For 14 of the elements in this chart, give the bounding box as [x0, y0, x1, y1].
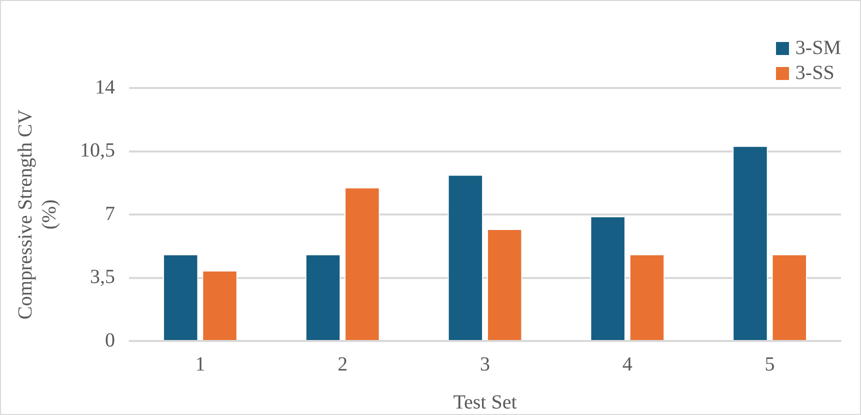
y-tick-label: 10,5: [80, 140, 115, 162]
y-axis-title: Compressive Strength CV (%): [14, 108, 60, 320]
x-tick-label: 5: [764, 353, 775, 376]
legend-label: 3-SM: [795, 37, 841, 60]
y-tick-label: 3,5: [90, 266, 115, 288]
x-tick-label: 3: [480, 353, 490, 376]
x-tick-label: 2: [338, 353, 348, 376]
x-tick-label: 4: [622, 353, 632, 376]
y-tick-label: 7: [105, 202, 115, 225]
x-tick-label: 1: [195, 353, 206, 376]
x-axis-title: Test Set: [453, 391, 518, 414]
legend-label: 3-SS: [795, 62, 834, 85]
y-tick-label: 0: [105, 329, 115, 352]
y-tick-label: 14: [95, 76, 115, 98]
